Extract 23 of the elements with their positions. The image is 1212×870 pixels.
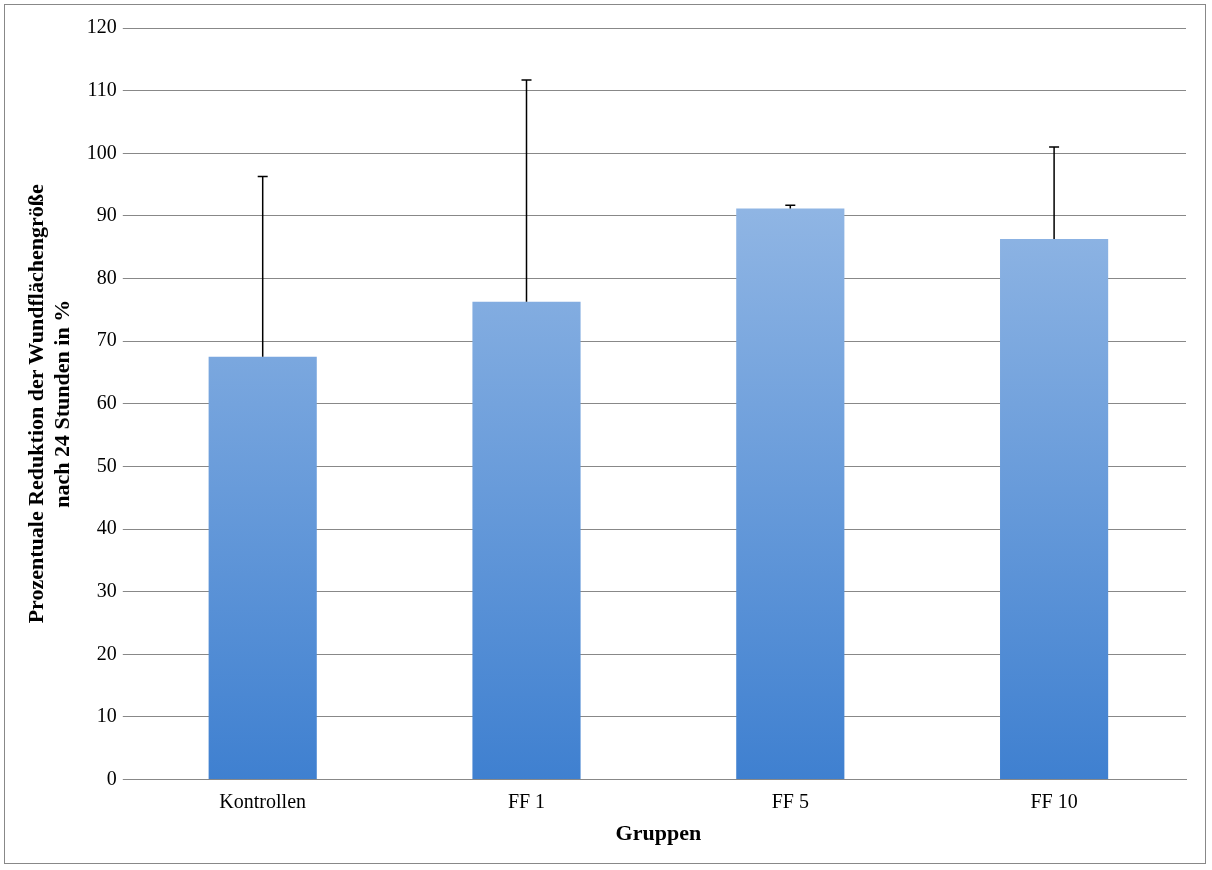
y-axis-title: Prozentuale Reduktion der Wundflächengröße nach 24 Stunden in % bbox=[22, 184, 75, 624]
y-tick-label: 30 bbox=[96, 578, 117, 601]
x-tick-label: FF 5 bbox=[771, 789, 809, 812]
x-tick-label: FF 1 bbox=[507, 789, 546, 812]
y-tick-label: 70 bbox=[96, 328, 117, 351]
y-tick-label: 50 bbox=[96, 453, 117, 476]
y-tick-label: 120 bbox=[86, 15, 117, 38]
y-tick-label: 80 bbox=[96, 265, 117, 288]
y-tick-label: 20 bbox=[96, 641, 117, 664]
y-tick-label: 40 bbox=[96, 516, 117, 539]
bar bbox=[736, 208, 845, 780]
bar bbox=[1000, 239, 1109, 780]
bar bbox=[208, 356, 317, 780]
x-tick-label: Kontrollen bbox=[219, 789, 307, 812]
y-tick-label: 0 bbox=[106, 766, 117, 789]
y-tick-label: 90 bbox=[96, 203, 117, 226]
y-tick-label: 110 bbox=[87, 77, 117, 100]
bar bbox=[472, 301, 581, 780]
x-tick-label: FF 10 bbox=[1030, 789, 1078, 812]
y-tick-label: 100 bbox=[86, 140, 117, 163]
y-tick-label: 10 bbox=[96, 704, 117, 727]
x-axis-title: Gruppen bbox=[615, 820, 702, 846]
y-tick-label: 60 bbox=[96, 391, 117, 414]
